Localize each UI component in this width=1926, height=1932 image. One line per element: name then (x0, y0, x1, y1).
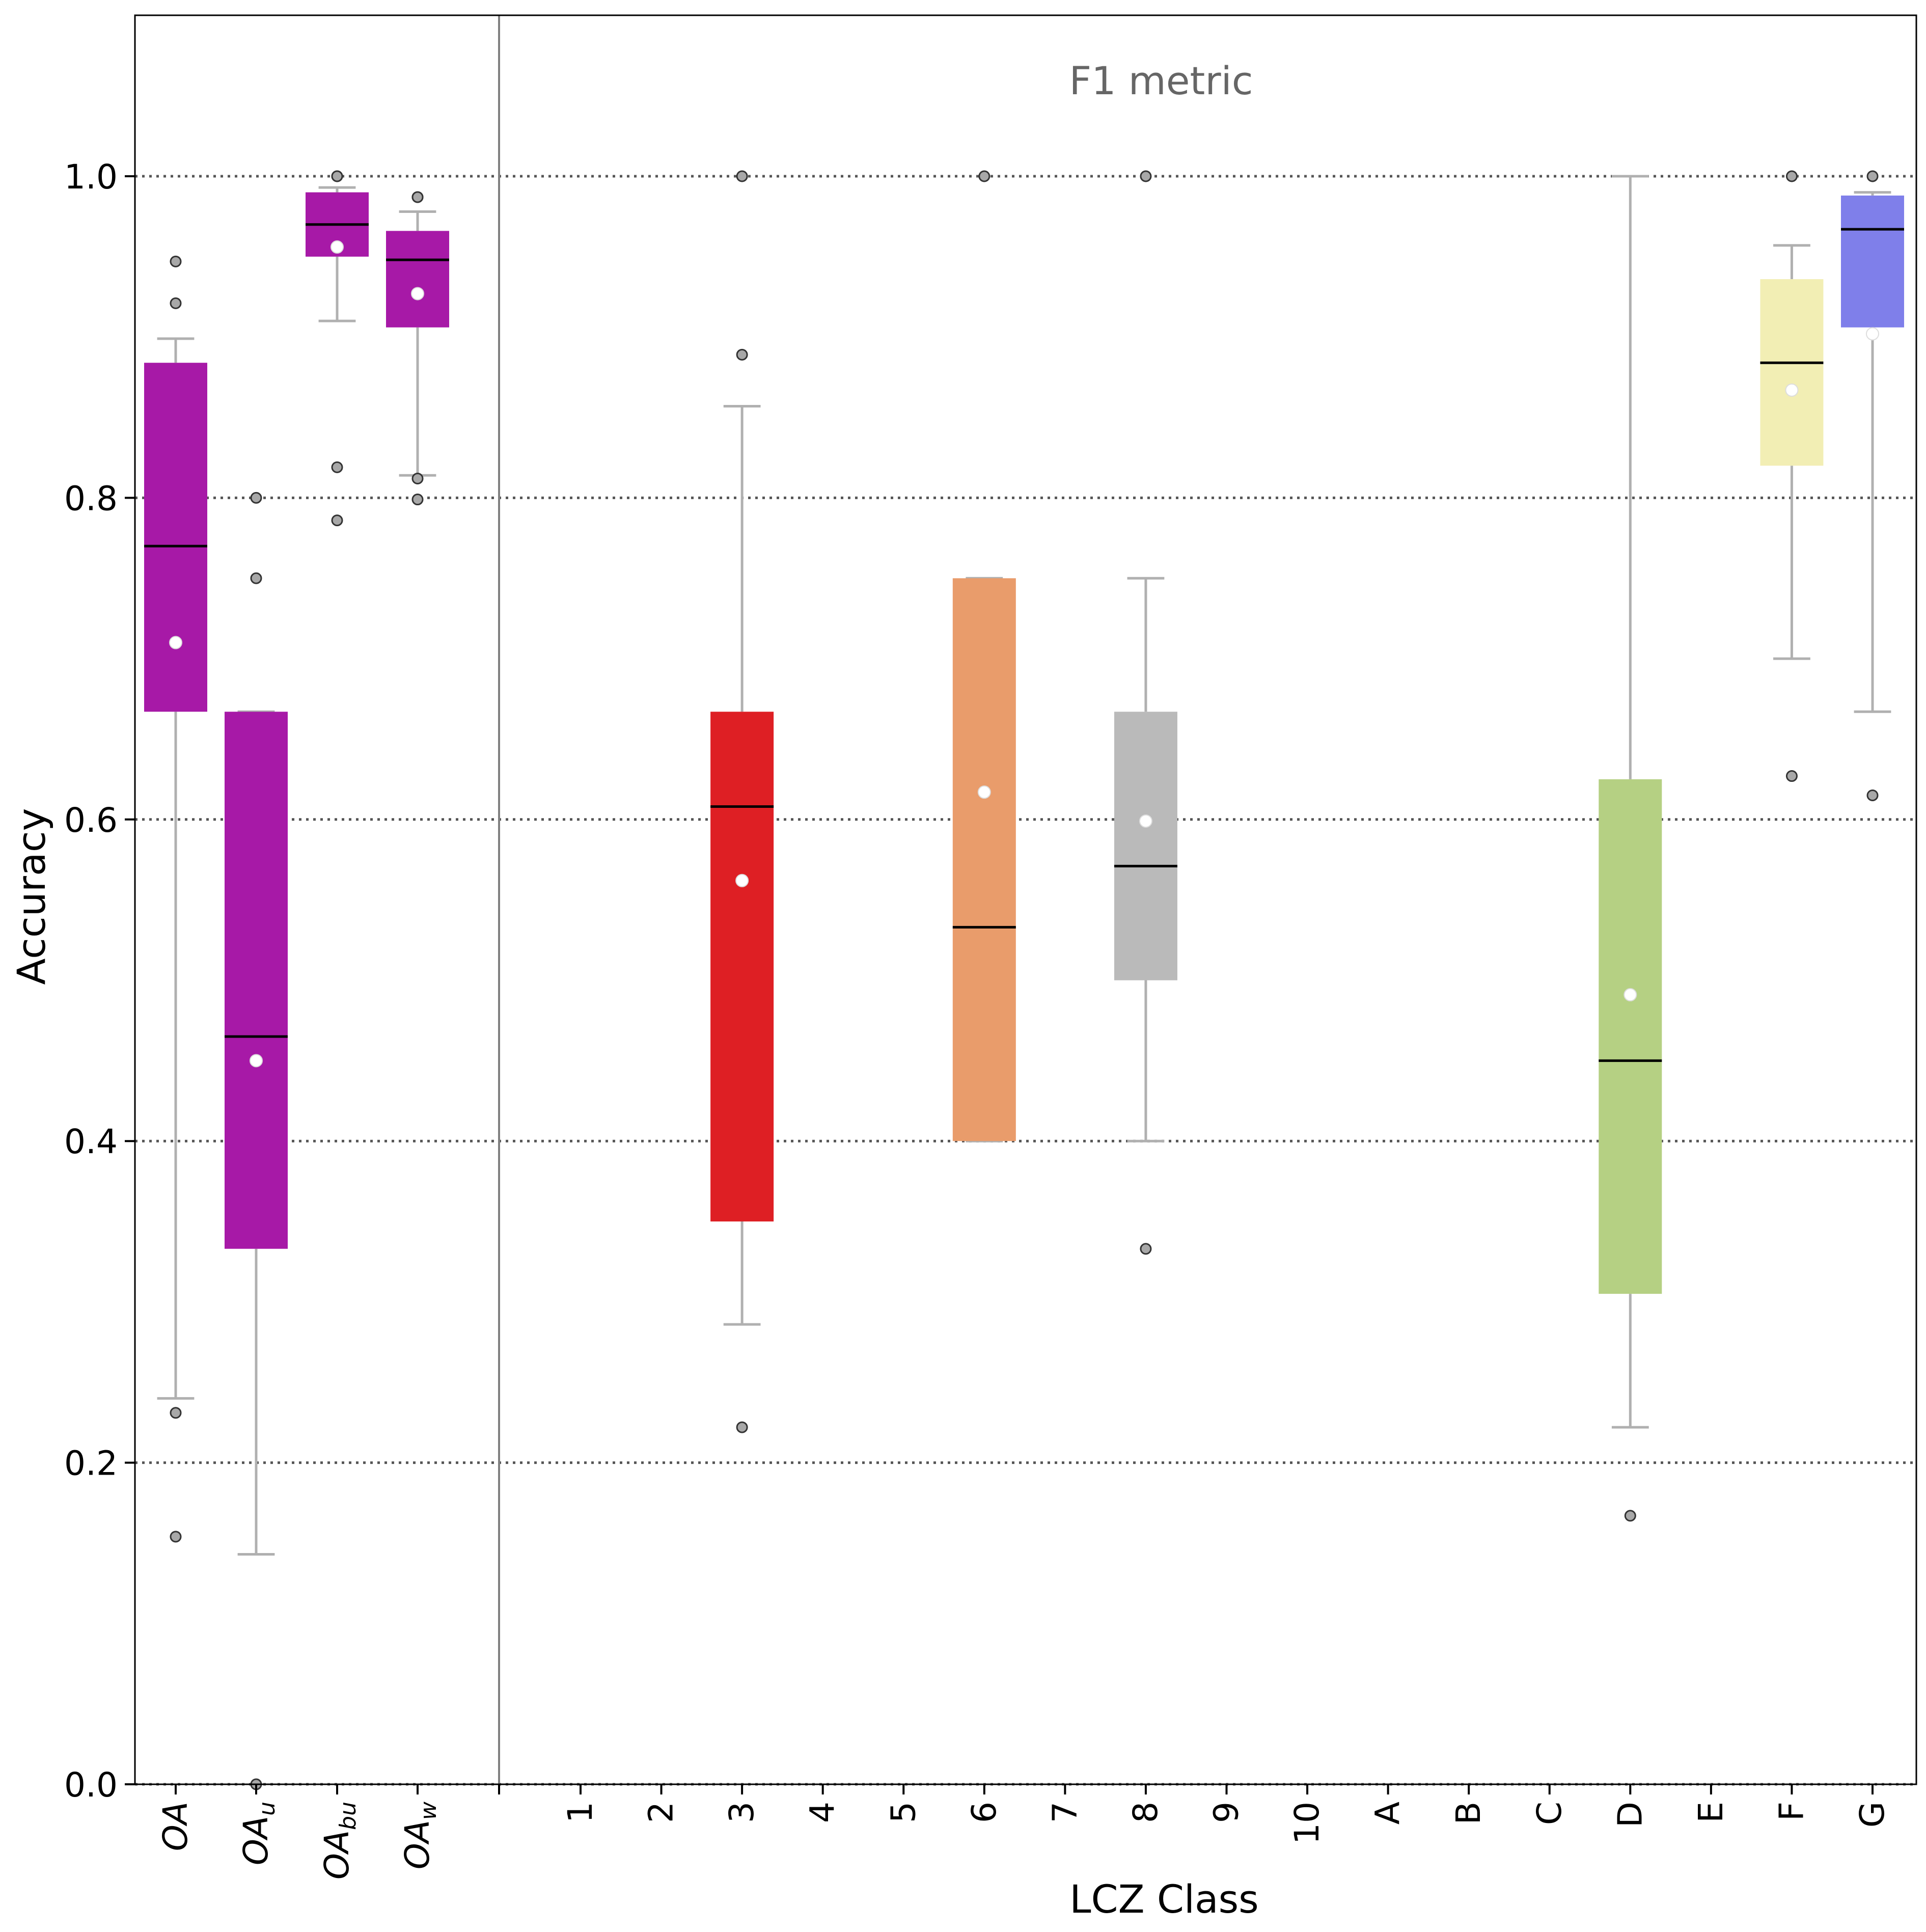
box-D (1599, 175, 1662, 1522)
y-tick-label: 1.0 (64, 157, 118, 197)
x-tick-label-D: D (1610, 1802, 1649, 1828)
outlier-point (170, 297, 182, 309)
box-rect (952, 578, 1016, 1141)
mean-point (1139, 814, 1152, 828)
y-axis-ticks: 0.0 0.2 0.4 0.6 0.8 1.0 (64, 157, 135, 1805)
box-rect (1841, 195, 1904, 328)
outlier-point (1624, 1510, 1636, 1522)
x-tick-label-8: 8 (1126, 1802, 1165, 1823)
outlier-point (1785, 170, 1798, 182)
x-tick-label-OA_bu: OAbu (317, 1802, 361, 1880)
x-tick-label-10: 10 (1287, 1802, 1327, 1844)
axes-frame (134, 14, 1917, 1785)
x-tick-label-6: 6 (965, 1802, 1004, 1823)
y-tick-label: 0.4 (64, 1122, 118, 1161)
plot-frame (134, 14, 1917, 1785)
outlier-point (170, 1531, 182, 1543)
x-tick-label-1: 1 (561, 1802, 600, 1823)
box-rect (1760, 279, 1824, 466)
outlier-point (170, 255, 182, 267)
outlier-point (736, 1421, 748, 1433)
box-rect (1114, 712, 1177, 981)
mean-point (1785, 383, 1799, 397)
mean-point (1866, 327, 1879, 341)
box-rect (225, 712, 288, 1249)
outlier-point (411, 494, 424, 506)
x-axis-label: LCZ Class (1069, 1876, 1259, 1922)
x-tick-label-B: B (1449, 1802, 1488, 1825)
x-tick-label-2: 2 (642, 1802, 681, 1823)
y-tick-label: 0.0 (64, 1765, 118, 1805)
x-tick-label-C: C (1530, 1802, 1569, 1825)
x-tick-label-E: E (1691, 1802, 1730, 1823)
box-OA_bu (306, 170, 369, 527)
mean-point (977, 785, 991, 799)
outlier-point (170, 1407, 182, 1419)
x-tick-label-OA: OA (156, 1802, 195, 1851)
x-tick-label-F: F (1772, 1802, 1811, 1821)
mean-point (331, 240, 344, 254)
outlier-point (1866, 789, 1879, 801)
box-rect (386, 231, 449, 328)
outlier-point (331, 170, 343, 182)
box-F (1760, 170, 1824, 782)
box-G (1841, 170, 1904, 801)
x-tick-label-OA_w: OAw (398, 1801, 442, 1869)
mean-point (250, 1054, 263, 1068)
x-tick-label-A: A (1368, 1802, 1408, 1825)
box-8 (1114, 170, 1177, 1255)
box-OA (144, 255, 207, 1543)
box-OA_w (386, 191, 449, 506)
outlier-point (1866, 170, 1879, 182)
mean-point (735, 874, 749, 887)
x-axis-ticks: OA OAu OAbu OAw 1 2 3 4 5 6 7 8 9 10 A B C D E F G (156, 1784, 1892, 1880)
x-tick-label-9: 9 (1207, 1802, 1246, 1823)
box-rect (710, 712, 774, 1222)
outlier-point (331, 461, 343, 473)
box-plots (144, 170, 1904, 1790)
mean-point (169, 636, 182, 649)
y-axis-label: Accuracy (9, 808, 54, 985)
outlier-point (1785, 770, 1798, 782)
box-rect (1599, 779, 1662, 1294)
outlier-point (978, 170, 990, 182)
x-tick-label-OA_u: OAu (236, 1802, 280, 1865)
outlier-point (1140, 1243, 1152, 1255)
outlier-point (331, 514, 343, 527)
outlier-point (736, 348, 748, 361)
mean-point (411, 287, 424, 301)
outlier-point (736, 170, 748, 182)
outlier-point (250, 572, 262, 584)
box-OA_u (225, 492, 288, 1790)
outlier-point (1140, 170, 1152, 182)
chart-annotation: F1 metric (1069, 58, 1253, 103)
outlier-point (411, 473, 424, 485)
mean-point (1624, 988, 1637, 1001)
box-6 (952, 170, 1016, 1142)
y-tick-label: 0.6 (64, 801, 118, 840)
outlier-point (411, 191, 424, 203)
box-3 (710, 170, 774, 1433)
x-tick-label-5: 5 (884, 1802, 923, 1823)
box-rect (144, 363, 207, 712)
x-tick-label-3: 3 (722, 1802, 761, 1823)
y-tick-label: 0.8 (64, 479, 118, 518)
outlier-point (250, 492, 262, 504)
x-tick-label-G: G (1853, 1802, 1892, 1828)
x-tick-label-7: 7 (1045, 1802, 1084, 1823)
x-tick-label-4: 4 (803, 1802, 842, 1823)
y-tick-label: 0.2 (64, 1444, 118, 1483)
